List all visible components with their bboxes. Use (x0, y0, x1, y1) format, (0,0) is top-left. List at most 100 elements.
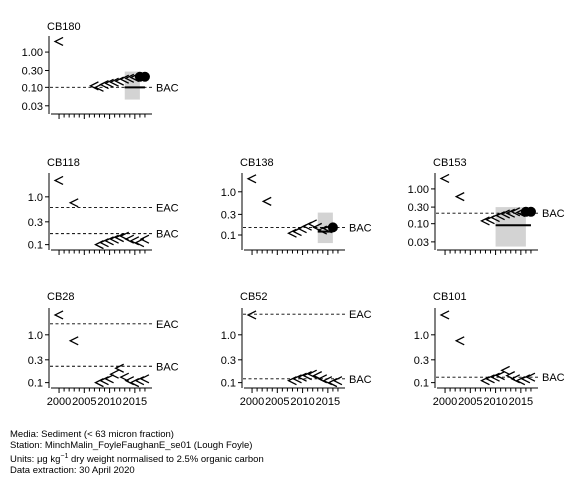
panel-title: CB28 (47, 291, 75, 303)
less-than-marker (109, 369, 119, 379)
panel-cb153: CB153 BAC 1.00 0.30 0.10 0.03 (408, 157, 565, 255)
less-than-marker (246, 310, 257, 320)
less-than-marker (500, 365, 510, 376)
less-than-marker (332, 376, 343, 386)
assessment-label-bac: BAC (542, 208, 565, 220)
assessment-label-bac: BAC (349, 374, 372, 386)
assessment-label-eac: EAC (156, 319, 179, 331)
y-tick-label: 0.1 (414, 378, 429, 390)
less-than-marker (246, 174, 257, 184)
less-than-marker (53, 36, 64, 47)
less-than-marker (68, 198, 79, 208)
y-tick-label: 0.1 (28, 378, 43, 390)
less-than-marker (317, 225, 328, 235)
assessment-label-eac: EAC (349, 309, 372, 321)
less-than-marker (104, 374, 114, 384)
y-tick-label: 1.00 (408, 184, 429, 196)
panel-title: CB138 (240, 157, 274, 169)
y-tick-label: 0.10 (408, 219, 429, 231)
units-suffix: dry weight normalised to 2.5% organic ca… (68, 454, 264, 466)
less-than-marker (109, 234, 119, 244)
less-than-marker (307, 369, 317, 379)
less-than-marker (495, 371, 505, 381)
less-than-marker (480, 216, 490, 226)
less-than-marker (297, 372, 307, 382)
assessment-label-bac: BAC (156, 229, 179, 241)
y-tick-label: 0.03 (408, 237, 429, 249)
data-point (525, 206, 536, 217)
y-tick-label: 0.3 (28, 355, 43, 367)
panel-title: CB101 (433, 291, 467, 303)
x-tick-label: 2005 (458, 396, 482, 408)
less-than-marker (88, 81, 99, 91)
units-mu: μg kg (36, 454, 61, 466)
data-point (139, 71, 150, 82)
less-than-marker (114, 233, 124, 243)
figure-caption: Media: Sediment (< 63 micron fraction) S… (10, 429, 264, 476)
x-tick-label: 2000 (433, 396, 457, 408)
assessment-label-bac: BAC (156, 361, 179, 373)
y-tick-label: 1.0 (221, 330, 236, 342)
panel-title: CB180 (47, 21, 81, 33)
y-tick-label: 0.3 (221, 355, 236, 367)
panel-cb52: CB52 EAC BAC 1.0 0.3 0.1 2000 2005 2010 2015 (221, 291, 372, 408)
less-than-marker (104, 78, 114, 88)
x-tick-label: 2015 (316, 396, 340, 408)
less-than-marker (495, 211, 505, 221)
y-tick-label: 1.0 (221, 187, 236, 199)
x-tick-label: 2015 (123, 396, 147, 408)
x-tick-label: 2000 (47, 396, 71, 408)
less-than-marker (119, 74, 130, 84)
x-tick-label: 2000 (240, 396, 264, 408)
x-tick-label: 2015 (509, 396, 533, 408)
y-tick-label: 0.30 (22, 66, 43, 78)
y-tick-label: 0.1 (221, 378, 236, 390)
y-tick-label: 1.0 (414, 330, 429, 342)
less-than-marker (439, 173, 450, 184)
assessment-label-bac: BAC (542, 372, 565, 384)
y-tick-label: 0.03 (22, 101, 43, 113)
y-tick-label: 1.00 (22, 47, 43, 59)
assessment-label-bac: BAC (156, 82, 179, 94)
less-than-marker (261, 196, 272, 206)
data-point (327, 222, 338, 233)
x-tick-label: 2005 (265, 396, 289, 408)
less-than-marker (520, 374, 531, 384)
less-than-marker (109, 77, 119, 87)
less-than-marker (490, 372, 500, 382)
less-than-marker (124, 234, 135, 244)
less-than-marker (302, 371, 312, 381)
y-tick-label: 0.3 (221, 209, 236, 221)
less-than-marker (510, 207, 521, 217)
less-than-marker (505, 208, 516, 218)
less-than-marker (139, 374, 150, 384)
y-tick-label: 0.30 (408, 202, 429, 214)
less-than-marker (485, 374, 495, 384)
less-than-marker (114, 363, 124, 373)
y-tick-label: 0.3 (28, 217, 43, 229)
less-than-marker (287, 228, 297, 238)
y-tick-label: 0.3 (414, 355, 429, 367)
panel-cb101: CB101 BAC 1.0 0.3 0.1 2000 2005 2010 2015 (414, 291, 565, 408)
y-tick-label: 0.1 (221, 230, 236, 242)
less-than-marker (53, 175, 64, 186)
less-than-marker (439, 310, 450, 320)
assessment-label-eac: EAC (156, 202, 179, 214)
y-tick-label: 1.0 (28, 192, 43, 204)
units-line: Units: μg kg−1 dry weight normalised to … (10, 451, 264, 465)
units-prefix: Units: (10, 454, 37, 466)
y-tick-label: 0.1 (28, 240, 43, 252)
less-than-marker (292, 374, 302, 384)
less-than-marker (53, 310, 64, 320)
panel-cb118: CB118 EAC BAC 1.0 0.3 0.1 (28, 157, 179, 255)
media-line: Media: Sediment (< 63 micron fraction) (10, 429, 174, 440)
x-tick-label: 2010 (483, 396, 507, 408)
less-than-marker (124, 73, 135, 83)
panel-title: CB153 (433, 157, 467, 169)
extraction-line: Data extraction: 30 April 2020 (10, 465, 135, 477)
panel-title: CB118 (47, 157, 80, 169)
less-than-marker (525, 372, 536, 382)
less-than-marker (104, 236, 114, 246)
panel-cb138: CB138 BAC 1.0 0.3 0.1 (221, 157, 372, 255)
